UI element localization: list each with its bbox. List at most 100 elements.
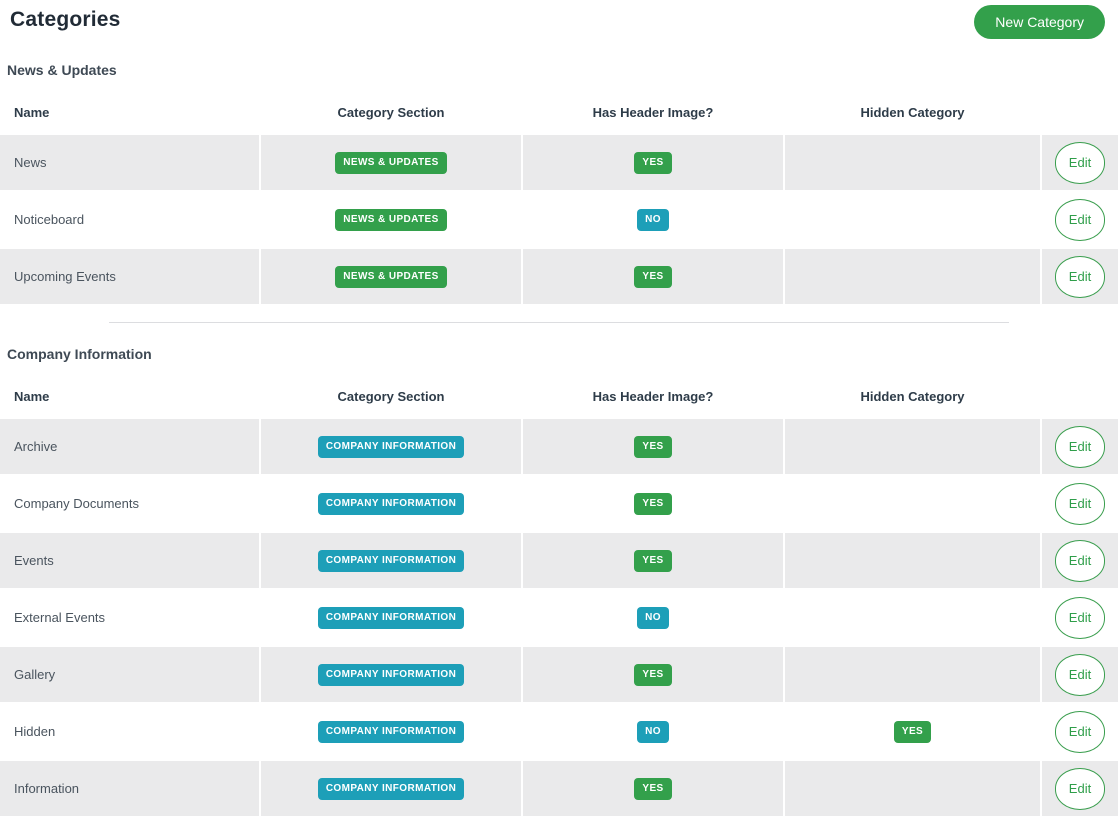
cell-category-section-badge: COMPANY INFORMATION xyxy=(317,435,465,458)
edit-button[interactable]: Edit xyxy=(1055,425,1105,468)
cell-has-header-image: YES xyxy=(523,647,783,702)
table-header-row: Name Category Section Has Header Image? Hid… xyxy=(0,92,1118,133)
edit-button[interactable]: Edit xyxy=(1055,653,1105,696)
table-row: Gallery COMPANY INFORMATION YES Edit xyxy=(0,647,1118,702)
page-header: Categories New Category xyxy=(0,0,1118,39)
cell-category-section-badge: NEWS & UPDATES xyxy=(335,265,447,288)
column-header-edit xyxy=(1042,376,1118,417)
column-header-name: Name xyxy=(14,389,50,404)
cell-has-header-image: NO xyxy=(523,704,783,759)
edit-button[interactable]: Edit xyxy=(1055,539,1105,582)
cell-category-section: COMPANY INFORMATION xyxy=(261,704,521,759)
edit-button[interactable]: Edit xyxy=(1055,767,1105,810)
cell-hidden-category xyxy=(785,590,1040,645)
cell-name: Company Documents xyxy=(14,496,139,511)
cell-edit: Edit xyxy=(1042,533,1118,588)
cell-has-header-image-badge: YES xyxy=(634,663,672,686)
cell-has-header-image: YES xyxy=(523,419,783,474)
cell-has-header-image: YES xyxy=(523,533,783,588)
column-header-edit xyxy=(1042,92,1118,133)
category-table: Name Category Section Has Header Image? Hid… xyxy=(0,92,1118,304)
table-row: Company Documents COMPANY INFORMATION YES E… xyxy=(0,476,1118,531)
cell-category-section-badge: NEWS & UPDATES xyxy=(335,208,447,231)
cell-has-header-image: NO xyxy=(523,590,783,645)
cell-edit: Edit xyxy=(1042,192,1118,247)
edit-button[interactable]: Edit xyxy=(1055,596,1105,639)
cell-hidden-category: YES xyxy=(785,704,1040,759)
cell-has-header-image-badge: NO xyxy=(637,208,669,231)
cell-has-header-image: YES xyxy=(523,476,783,531)
column-header-hidden-category: Hidden Category xyxy=(860,389,965,404)
cell-hidden-category xyxy=(785,249,1040,304)
cell-edit: Edit xyxy=(1042,590,1118,645)
cell-category-section-badge: NEWS & UPDATES xyxy=(335,151,447,174)
column-header-has-header-image: Has Header Image? xyxy=(592,105,714,120)
table-row: Hidden COMPANY INFORMATION NO YES Edit xyxy=(0,704,1118,759)
cell-name: Upcoming Events xyxy=(0,249,259,304)
cell-name: Gallery xyxy=(0,647,259,702)
cell-category-section: NEWS & UPDATES xyxy=(261,135,521,190)
cell-has-header-image: YES xyxy=(523,761,783,816)
cell-edit: Edit xyxy=(1042,476,1118,531)
cell-has-header-image-badge: YES xyxy=(634,777,672,800)
table-row: Noticeboard NEWS & UPDATES NO Edit xyxy=(0,192,1118,247)
table-row: External Events COMPANY INFORMATION NO Edit xyxy=(0,590,1118,645)
cell-edit: Edit xyxy=(1042,419,1118,474)
cell-hidden-category xyxy=(785,135,1040,190)
table-header-row: Name Category Section Has Header Image? Hid… xyxy=(0,376,1118,417)
cell-hidden-category xyxy=(785,419,1040,474)
category-sections: News & Updates Name Category Section Has He… xyxy=(0,62,1118,816)
section-divider xyxy=(109,322,1009,323)
table-row: Archive COMPANY INFORMATION YES Edit xyxy=(0,419,1118,474)
column-header-has-header-image: Has Header Image? xyxy=(592,389,714,404)
cell-name: Events xyxy=(0,533,259,588)
cell-category-section-badge: COMPANY INFORMATION xyxy=(317,606,465,629)
cell-hidden-category xyxy=(785,476,1040,531)
table-row: News NEWS & UPDATES YES Edit xyxy=(0,135,1118,190)
cell-has-header-image: NO xyxy=(523,192,783,247)
edit-button[interactable]: Edit xyxy=(1055,482,1105,525)
cell-category-section: COMPANY INFORMATION xyxy=(261,533,521,588)
cell-name: Archive xyxy=(0,419,259,474)
column-header-name: Name xyxy=(14,105,50,120)
cell-hidden-category-badge: YES xyxy=(893,720,932,743)
cell-edit: Edit xyxy=(1042,249,1118,304)
cell-hidden-category xyxy=(785,533,1040,588)
cell-category-section: COMPANY INFORMATION xyxy=(261,476,521,531)
cell-has-header-image-badge: YES xyxy=(634,265,672,288)
new-category-button[interactable]: New Category xyxy=(974,5,1105,39)
edit-button[interactable]: Edit xyxy=(1055,255,1105,298)
cell-hidden-category xyxy=(785,192,1040,247)
cell-category-section-badge: COMPANY INFORMATION xyxy=(317,720,465,743)
cell-name: External Events xyxy=(14,610,106,625)
cell-has-header-image-badge: NO xyxy=(637,606,669,629)
cell-has-header-image-badge: YES xyxy=(634,435,672,458)
column-header-category-section: Category Section xyxy=(337,105,445,120)
cell-hidden-category xyxy=(785,761,1040,816)
table-row: Upcoming Events NEWS & UPDATES YES Edit xyxy=(0,249,1118,304)
cell-category-section: COMPANY INFORMATION xyxy=(261,590,521,645)
cell-name: News xyxy=(0,135,259,190)
cell-edit: Edit xyxy=(1042,704,1118,759)
cell-category-section: COMPANY INFORMATION xyxy=(261,419,521,474)
page-title: Categories xyxy=(10,8,121,31)
column-header-hidden-category: Hidden Category xyxy=(860,105,965,120)
cell-category-section: NEWS & UPDATES xyxy=(261,249,521,304)
category-table: Name Category Section Has Header Image? Hid… xyxy=(0,376,1118,816)
cell-category-section-badge: COMPANY INFORMATION xyxy=(317,663,465,686)
cell-edit: Edit xyxy=(1042,647,1118,702)
cell-category-section: NEWS & UPDATES xyxy=(261,192,521,247)
cell-has-header-image-badge: YES xyxy=(634,151,672,174)
cell-name: Information xyxy=(0,761,259,816)
edit-button[interactable]: Edit xyxy=(1055,710,1105,753)
cell-edit: Edit xyxy=(1042,135,1118,190)
section-title: News & Updates xyxy=(7,62,117,78)
edit-button[interactable]: Edit xyxy=(1055,198,1105,241)
cell-category-section-badge: COMPANY INFORMATION xyxy=(317,549,465,572)
edit-button[interactable]: Edit xyxy=(1055,141,1105,184)
cell-name: Hidden xyxy=(14,724,56,739)
section-title: Company Information xyxy=(7,346,152,362)
cell-category-section: COMPANY INFORMATION xyxy=(261,647,521,702)
cell-category-section-badge: COMPANY INFORMATION xyxy=(317,492,465,515)
